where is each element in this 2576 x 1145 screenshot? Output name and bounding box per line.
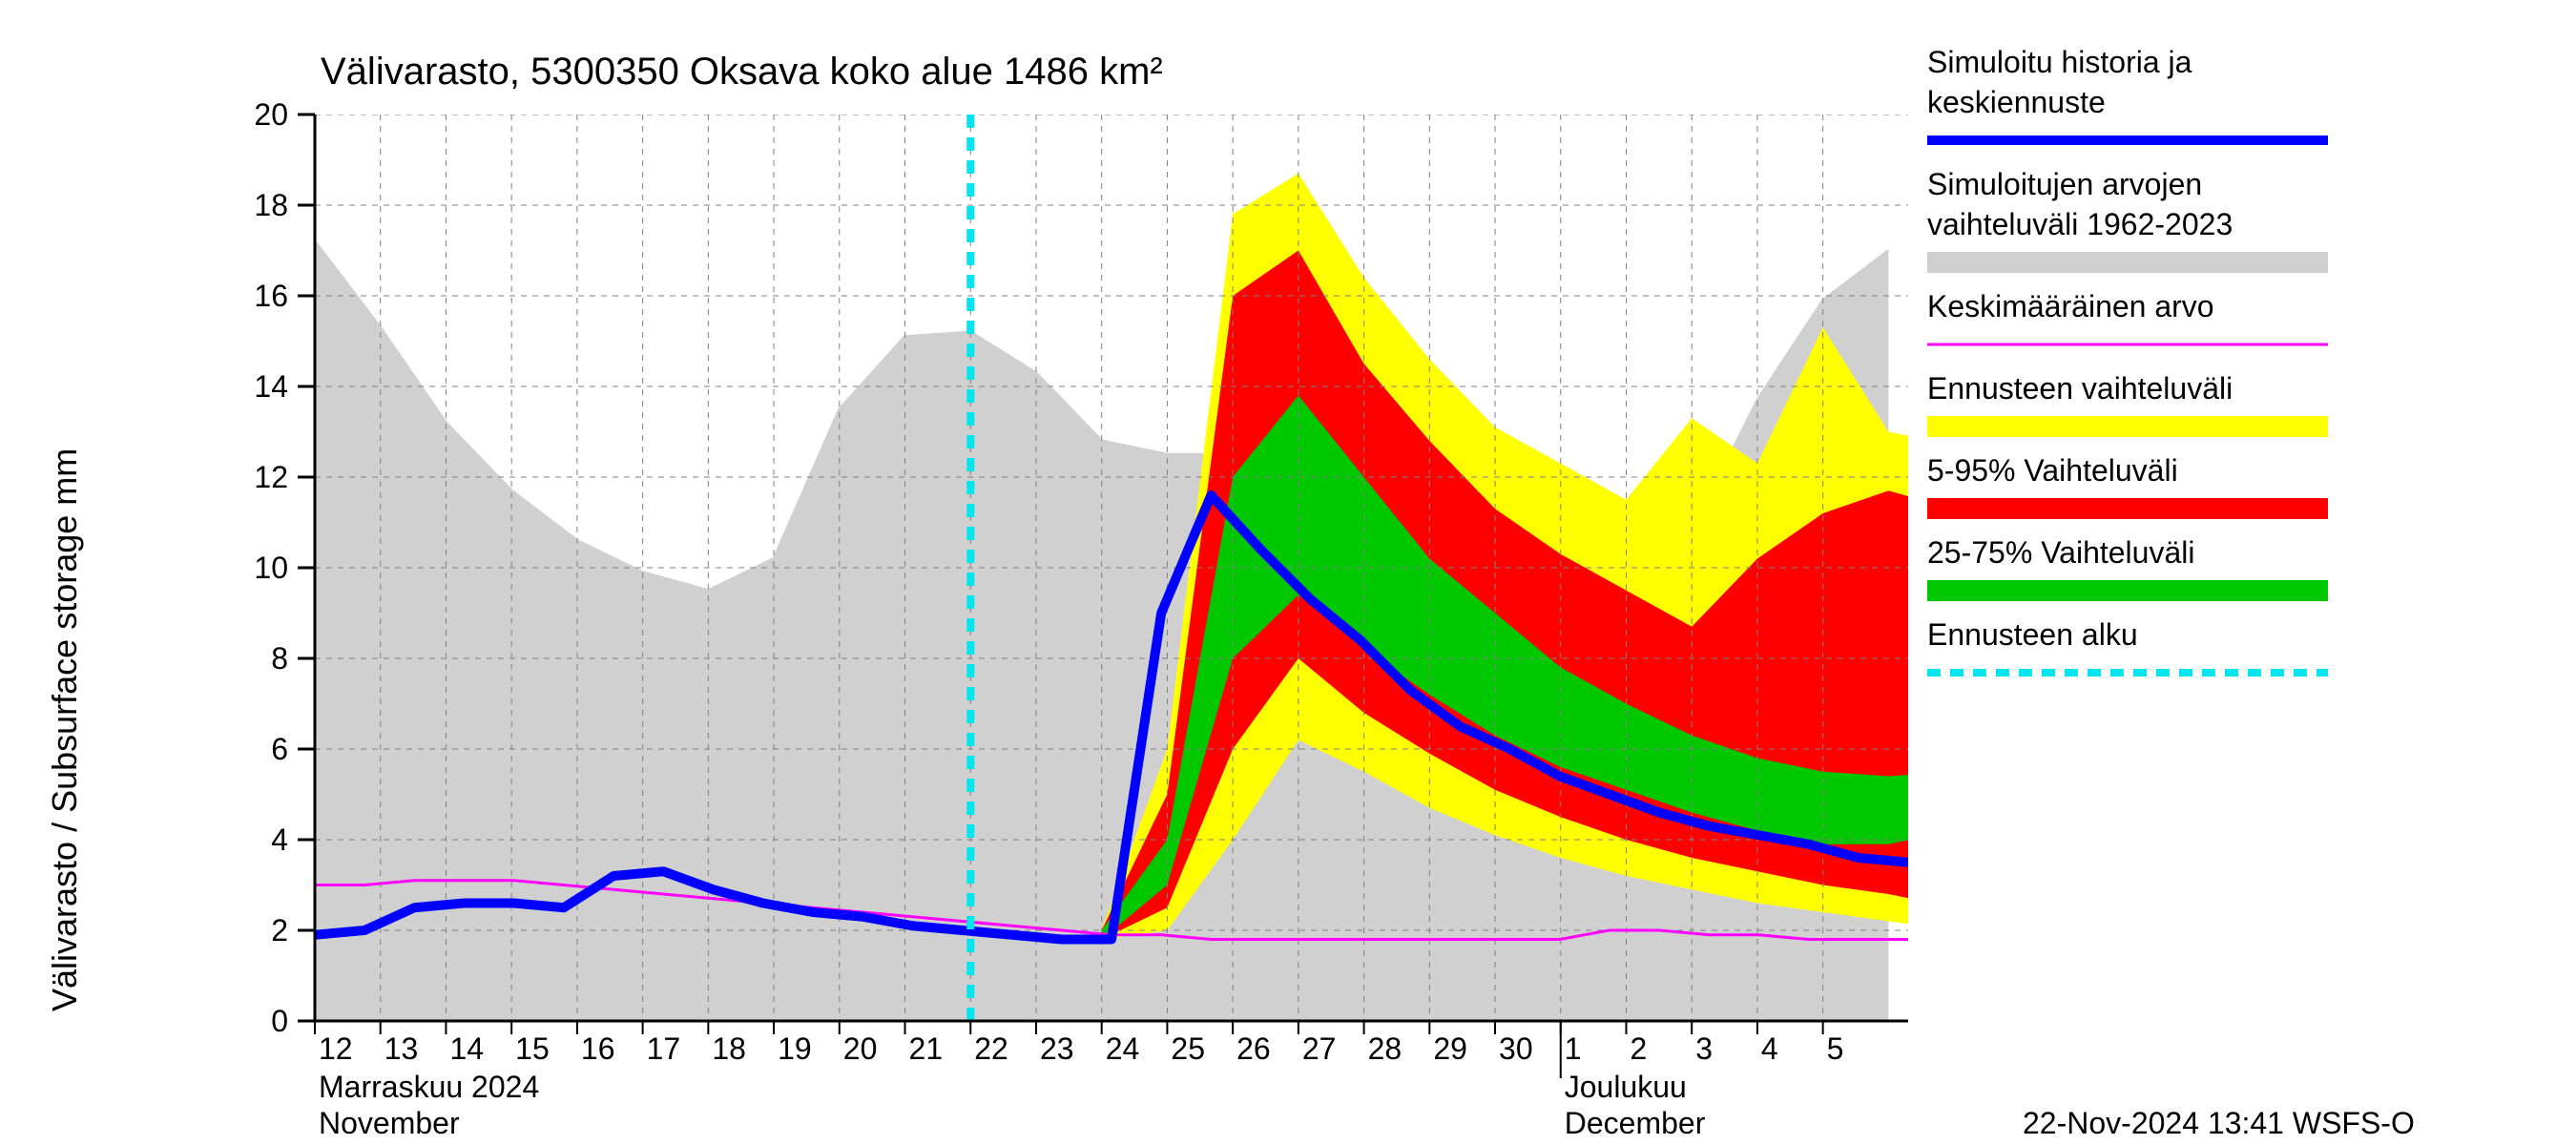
legend-label: keskiennuste xyxy=(1927,85,2106,119)
month-label-nov-en: November xyxy=(319,1106,460,1140)
x-tick-label: 24 xyxy=(1106,1031,1140,1066)
x-tick-label: 14 xyxy=(449,1031,484,1066)
y-tick-label: 16 xyxy=(254,279,288,313)
y-tick-label: 2 xyxy=(271,913,288,947)
chart-svg: 0246810121416182012131415161718192021222… xyxy=(0,0,2576,1145)
month-label-nov-fi: Marraskuu 2024 xyxy=(319,1070,539,1104)
x-tick-label: 16 xyxy=(581,1031,615,1066)
x-tick-label: 29 xyxy=(1433,1031,1467,1066)
x-tick-label: 21 xyxy=(909,1031,944,1066)
legend-label: Ennusteen vaihteluväli xyxy=(1927,371,2233,406)
y-tick-label: 14 xyxy=(254,369,288,404)
legend-label: Simuloitu historia ja xyxy=(1927,45,2192,79)
x-tick-label: 1 xyxy=(1565,1031,1582,1066)
legend-label: Ennusteen alku xyxy=(1927,617,2138,652)
chart-container: 0246810121416182012131415161718192021222… xyxy=(0,0,2576,1145)
x-tick-label: 26 xyxy=(1236,1031,1271,1066)
chart-title: Välivarasto, 5300350 Oksava koko alue 14… xyxy=(321,51,1163,93)
legend-swatch xyxy=(1927,252,2328,273)
x-tick-label: 20 xyxy=(843,1031,878,1066)
x-tick-label: 5 xyxy=(1827,1031,1844,1066)
legend-label: Keskimääräinen arvo xyxy=(1927,289,2214,323)
legend-label: 25-75% Vaihteluväli xyxy=(1927,535,2194,570)
y-tick-label: 0 xyxy=(271,1004,288,1038)
x-tick-label: 13 xyxy=(384,1031,419,1066)
legend-label: vaihteluväli 1962-2023 xyxy=(1927,207,2233,241)
legend-label: 5-95% Vaihteluväli xyxy=(1927,453,2178,488)
x-tick-label: 28 xyxy=(1368,1031,1402,1066)
legend-swatch xyxy=(1927,580,2328,601)
y-axis-label: Välivarasto / Subsurface storage mm xyxy=(45,448,84,1011)
month-label-dec-fi: Joulukuu xyxy=(1565,1070,1687,1104)
y-tick-label: 10 xyxy=(254,551,288,585)
legend-swatch xyxy=(1927,498,2328,519)
x-tick-label: 23 xyxy=(1040,1031,1074,1066)
x-tick-label: 19 xyxy=(778,1031,812,1066)
x-tick-label: 15 xyxy=(515,1031,550,1066)
x-tick-label: 3 xyxy=(1695,1031,1713,1066)
x-tick-label: 18 xyxy=(712,1031,746,1066)
legend-swatch xyxy=(1927,416,2328,437)
y-tick-label: 6 xyxy=(271,732,288,766)
x-tick-label: 17 xyxy=(647,1031,681,1066)
month-label-dec-en: December xyxy=(1565,1106,1706,1140)
legend-label: Simuloitujen arvojen xyxy=(1927,167,2202,201)
x-tick-label: 12 xyxy=(319,1031,353,1066)
footer-timestamp: 22-Nov-2024 13:41 WSFS-O xyxy=(2023,1106,2415,1140)
x-tick-label: 25 xyxy=(1171,1031,1205,1066)
x-tick-label: 30 xyxy=(1499,1031,1533,1066)
y-tick-label: 4 xyxy=(271,822,288,857)
y-tick-label: 20 xyxy=(254,97,288,132)
x-tick-label: 4 xyxy=(1761,1031,1778,1066)
x-tick-label: 22 xyxy=(974,1031,1008,1066)
y-tick-label: 12 xyxy=(254,460,288,494)
x-tick-label: 2 xyxy=(1630,1031,1647,1066)
y-tick-label: 8 xyxy=(271,641,288,676)
y-tick-label: 18 xyxy=(254,188,288,222)
x-tick-label: 27 xyxy=(1302,1031,1337,1066)
